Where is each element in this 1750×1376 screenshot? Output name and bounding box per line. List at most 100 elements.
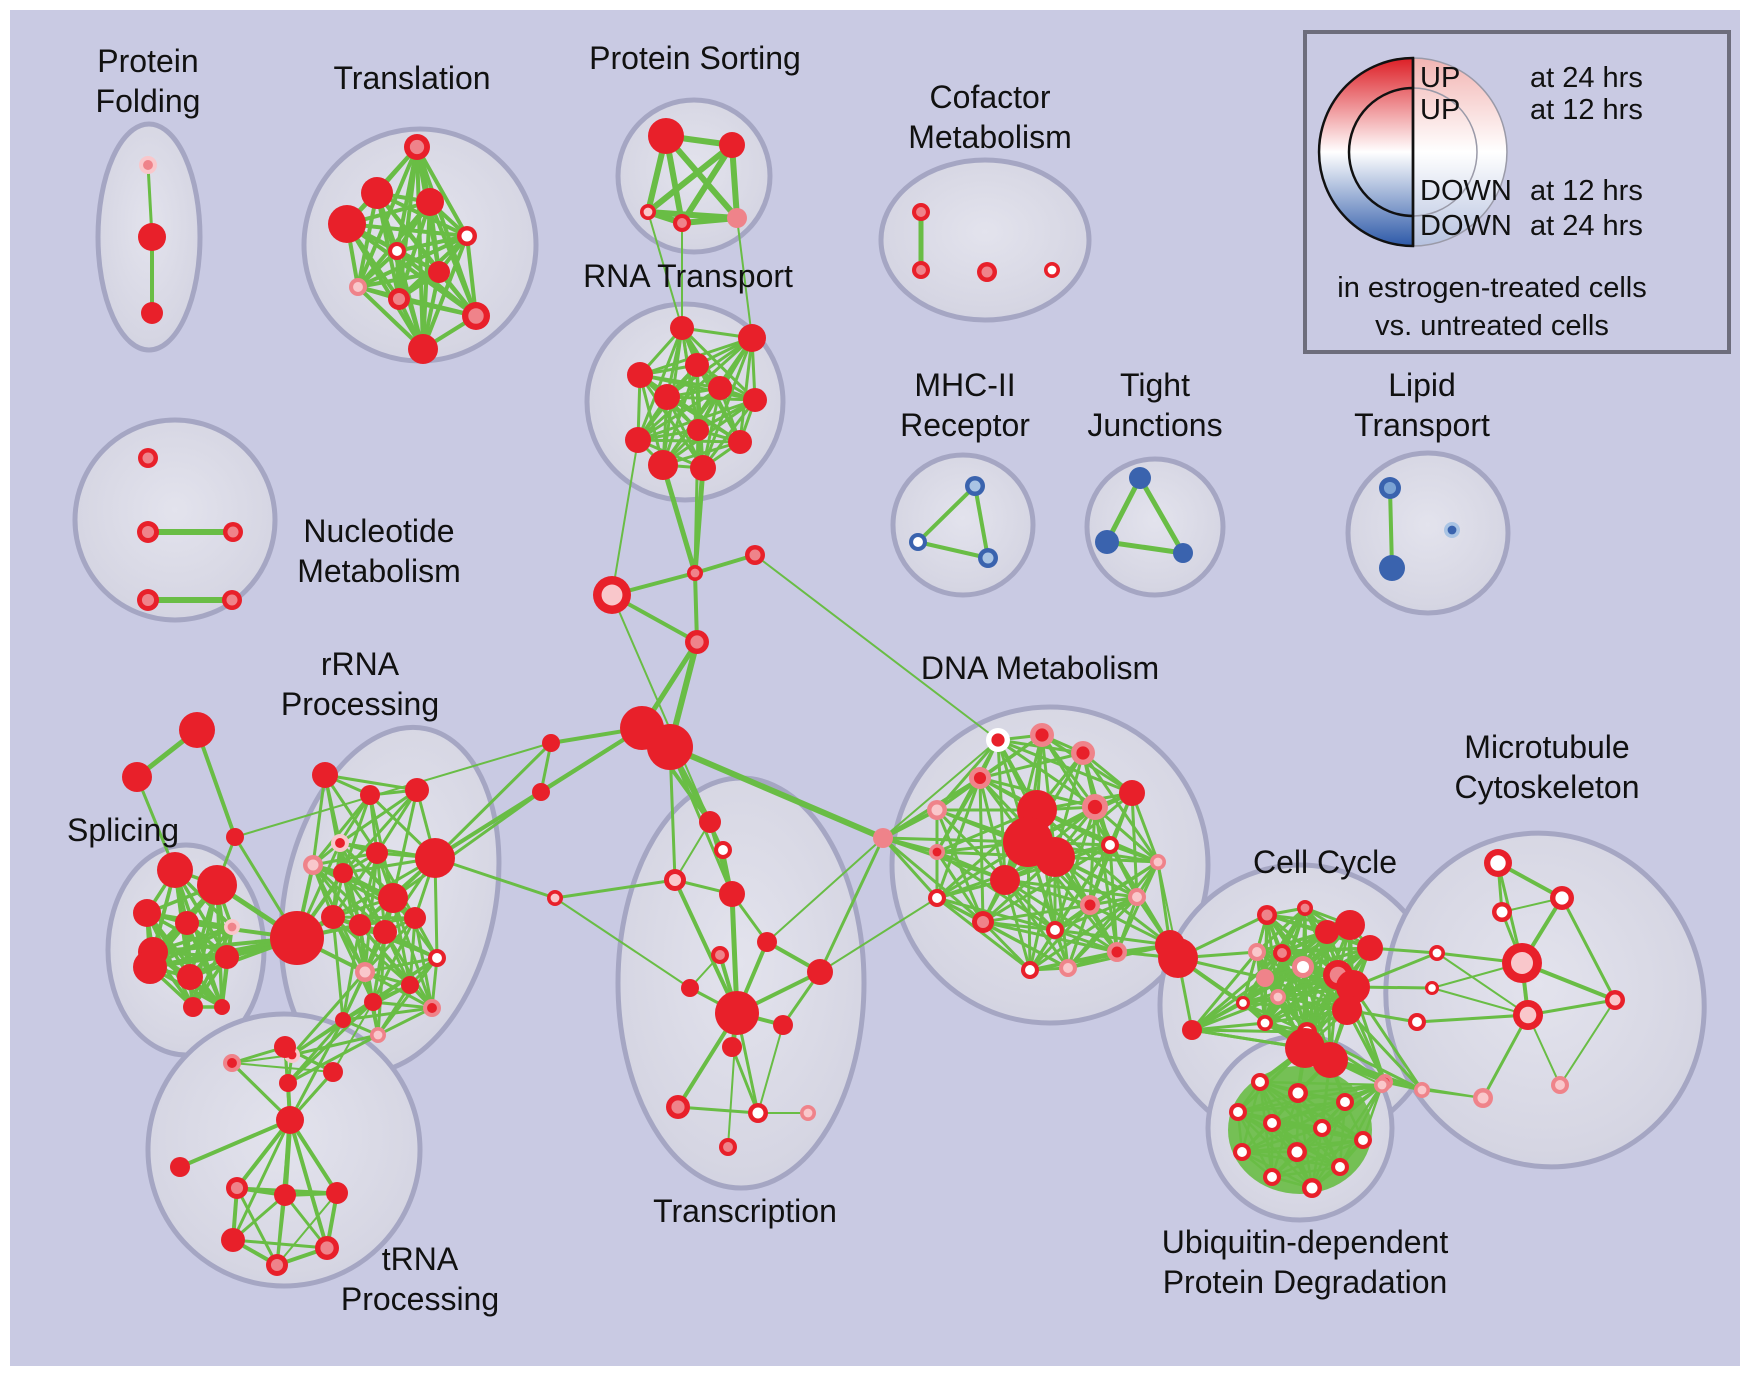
network-edge bbox=[415, 145, 469, 238]
network-node bbox=[323, 1062, 343, 1082]
network-node-center bbox=[1233, 1107, 1243, 1117]
network-edge bbox=[345, 222, 425, 351]
network-node bbox=[625, 427, 651, 453]
cluster-label-rna-transport: RNA Transport bbox=[583, 258, 793, 294]
network-edge bbox=[1241, 1001, 1309, 1034]
network-edge bbox=[145, 911, 195, 1009]
network-edge bbox=[730, 1045, 760, 1115]
network-node bbox=[648, 450, 678, 480]
legend: UP at 24 hrs UP at 12 hrs DOWN at 12 hrs DOWN a… bbox=[1303, 30, 1731, 354]
network-node-center bbox=[550, 893, 560, 903]
network-node-center bbox=[931, 804, 943, 816]
network-edge bbox=[916, 540, 990, 560]
network-edge bbox=[290, 970, 367, 1057]
network-node-center bbox=[227, 1058, 237, 1068]
network-node-center bbox=[392, 292, 406, 306]
network-edge bbox=[1559, 999, 1616, 1086]
network-edge bbox=[647, 211, 683, 329]
network-node bbox=[133, 899, 161, 927]
network-node bbox=[654, 384, 680, 410]
network-node bbox=[170, 1157, 190, 1177]
network-edge bbox=[819, 897, 938, 973]
cluster-label-microtubule-cytoskeleton: Microtubule bbox=[1464, 729, 1629, 765]
network-node bbox=[757, 932, 777, 952]
network-node-center bbox=[1261, 909, 1273, 921]
cluster-label-mhc2-receptor: Receptor bbox=[900, 407, 1030, 443]
network-edge bbox=[356, 270, 441, 289]
network-edge bbox=[383, 930, 434, 1010]
legend-caption: vs. untreated cells bbox=[1375, 310, 1609, 342]
network-edge bbox=[341, 1006, 434, 1022]
cluster-label-protein-folding: Protein bbox=[97, 43, 198, 79]
network-edge bbox=[1305, 1030, 1424, 1092]
network-node bbox=[532, 783, 550, 801]
network-edge bbox=[978, 776, 985, 924]
cluster-label-rrna-processing: rRNA bbox=[321, 646, 400, 682]
network-node bbox=[690, 455, 716, 481]
network-node-center bbox=[1447, 525, 1457, 535]
network-edge bbox=[701, 398, 757, 470]
network-node-center bbox=[1555, 1080, 1565, 1090]
network-edge bbox=[1190, 976, 1267, 1032]
network-node-center bbox=[1105, 840, 1115, 850]
cluster-label-ubiquitin-degradation: Protein Degradation bbox=[1163, 1264, 1448, 1300]
network-edge bbox=[276, 1192, 338, 1266]
network-edge bbox=[323, 773, 379, 855]
network-node-center bbox=[1111, 946, 1123, 958]
network-edge bbox=[1003, 878, 1119, 954]
network-node bbox=[361, 177, 393, 209]
network-node-center bbox=[1383, 481, 1397, 495]
network-edge bbox=[916, 484, 977, 544]
network-edge bbox=[1255, 906, 1307, 954]
network-edge bbox=[973, 484, 990, 560]
network-edge bbox=[428, 200, 478, 318]
network-node-center bbox=[1025, 965, 1035, 975]
network-node bbox=[681, 979, 699, 997]
network-edge bbox=[356, 145, 419, 289]
network-node bbox=[349, 914, 371, 936]
network-node bbox=[221, 1228, 245, 1252]
network-node-center bbox=[1490, 855, 1506, 871]
network-node bbox=[177, 964, 203, 990]
network-node bbox=[1332, 995, 1362, 1025]
network-edge bbox=[611, 594, 711, 823]
network-node-center bbox=[1317, 1123, 1327, 1133]
network-node-center bbox=[1153, 857, 1163, 867]
network-node-center bbox=[409, 139, 425, 155]
network-edge bbox=[1137, 475, 1186, 556]
network-nodes bbox=[122, 118, 1625, 1276]
cluster-label-cofactor-metabolism: Metabolism bbox=[908, 119, 1072, 155]
network-node bbox=[719, 881, 745, 907]
network-edge bbox=[1028, 895, 1139, 972]
cluster-label-trna-processing: Processing bbox=[341, 1281, 499, 1317]
legend-circle-half bbox=[1412, 87, 1478, 217]
network-edge bbox=[636, 438, 742, 444]
network-node-center bbox=[230, 1181, 244, 1195]
network-edge bbox=[981, 920, 1032, 972]
network-node bbox=[542, 734, 560, 752]
network-node bbox=[226, 828, 244, 846]
network-edge bbox=[286, 1033, 380, 1085]
network-node-center bbox=[1477, 1092, 1489, 1104]
network-edge bbox=[1190, 1028, 1309, 1034]
network-edge bbox=[1108, 843, 1119, 954]
network-node bbox=[364, 993, 382, 1011]
network-node-center bbox=[668, 873, 682, 887]
network-node bbox=[401, 976, 419, 994]
network-edge bbox=[554, 897, 691, 989]
network-node-center bbox=[1496, 906, 1508, 918]
network-node-center bbox=[671, 1100, 685, 1114]
network-node-center bbox=[1260, 1018, 1270, 1028]
network-node-center bbox=[803, 1108, 813, 1118]
network-edge bbox=[331, 851, 379, 919]
network-node bbox=[648, 118, 684, 154]
network-node-center bbox=[1292, 1087, 1304, 1099]
network-node-center bbox=[749, 549, 761, 561]
network-edge bbox=[363, 916, 417, 974]
network-node-center bbox=[142, 452, 154, 464]
network-node-center bbox=[1050, 925, 1060, 935]
network-node-center bbox=[1519, 1006, 1537, 1024]
network-node bbox=[428, 261, 450, 283]
network-edge bbox=[413, 916, 434, 1010]
network-node bbox=[1357, 935, 1383, 961]
